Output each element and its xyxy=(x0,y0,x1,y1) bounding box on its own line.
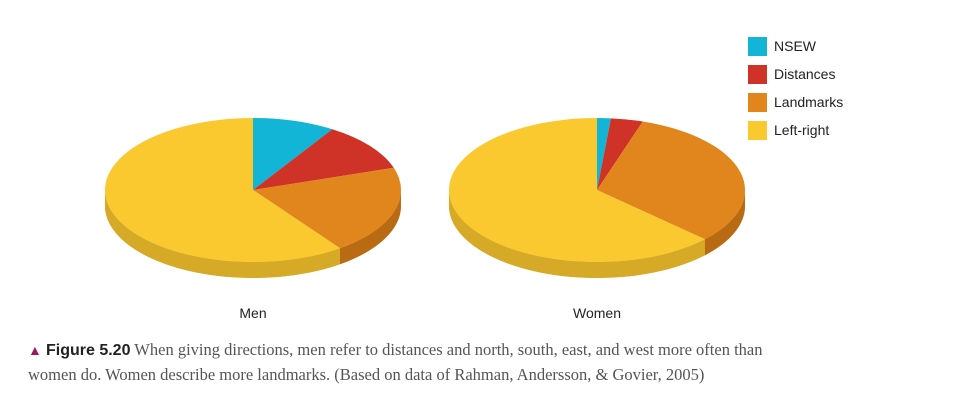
triangle-icon: ▲ xyxy=(28,344,42,359)
pie-side-women-landmarks xyxy=(704,190,745,256)
pie-side-women-left-right xyxy=(449,190,705,278)
caption-text: When giving directions, men refer to dis… xyxy=(28,340,763,384)
pie-slice-women-left-right xyxy=(449,118,705,262)
legend-swatch-left-right xyxy=(748,120,767,140)
legend-label-nsew: NSEW xyxy=(774,38,816,54)
pie-label-women: Women xyxy=(573,305,621,321)
pie-label-men: Men xyxy=(239,305,266,321)
pie-side-men-left-right xyxy=(105,190,340,278)
pie-slice-women-distances xyxy=(597,118,643,190)
legend-label-landmarks: Landmarks xyxy=(774,94,844,110)
figure-number: Figure 5.20 xyxy=(45,342,131,359)
pie-slice-men-nsew xyxy=(253,118,333,190)
legend-label-distances: Distances xyxy=(774,66,836,82)
pie-women xyxy=(449,118,745,278)
pie-slice-men-left-right xyxy=(104,118,340,262)
pie-slice-women-landmarks xyxy=(597,121,745,240)
legend-item-landmarks: Landmarks xyxy=(748,88,843,116)
legend: NSEW Distances Landmarks Left-right xyxy=(748,32,843,144)
pie-men xyxy=(104,118,401,278)
legend-label-left-right: Left-right xyxy=(774,122,830,138)
pie-slice-men-landmarks xyxy=(253,167,401,249)
legend-item-left-right: Left-right xyxy=(748,116,843,144)
legend-item-distances: Distances xyxy=(748,60,843,88)
legend-swatch-distances xyxy=(748,64,767,84)
pie-slice-women-nsew xyxy=(597,118,611,190)
pie-charts: Men Women xyxy=(104,118,745,321)
legend-swatch-landmarks xyxy=(748,92,767,112)
figure-caption: ▲ Figure 5.20 When giving directions, me… xyxy=(28,338,808,386)
pie-side-men-landmarks xyxy=(339,190,401,265)
pie-slice-men-distances xyxy=(253,129,394,190)
legend-item-nsew: NSEW xyxy=(748,32,843,60)
legend-swatch-nsew xyxy=(748,36,767,56)
